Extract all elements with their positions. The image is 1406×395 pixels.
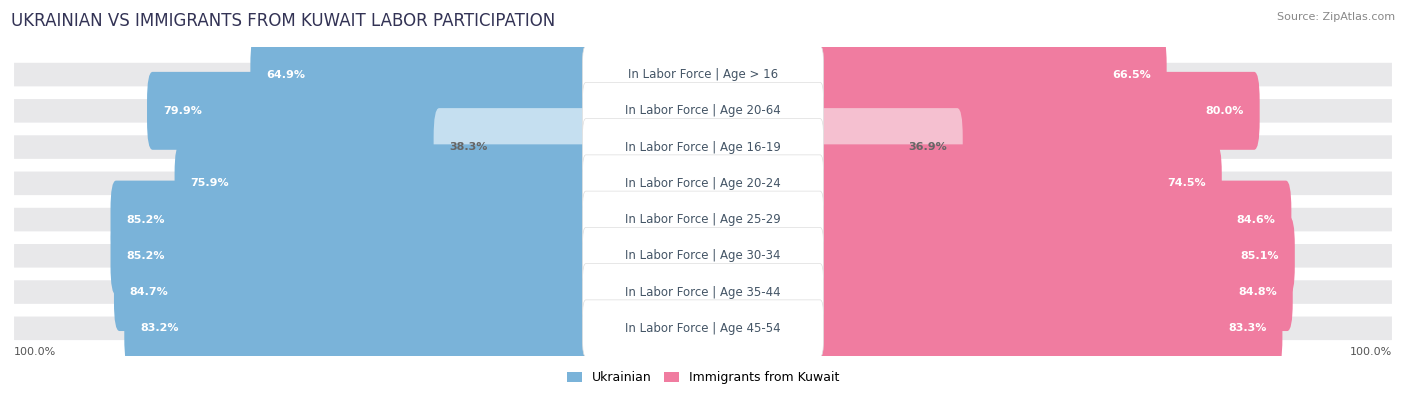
FancyBboxPatch shape (814, 144, 1222, 222)
Text: In Labor Force | Age 20-24: In Labor Force | Age 20-24 (626, 177, 780, 190)
Text: 83.3%: 83.3% (1229, 324, 1267, 333)
FancyBboxPatch shape (814, 217, 1295, 295)
Text: In Labor Force | Age 25-29: In Labor Force | Age 25-29 (626, 213, 780, 226)
FancyBboxPatch shape (14, 244, 1392, 267)
FancyBboxPatch shape (814, 290, 1282, 367)
Text: In Labor Force | Age 16-19: In Labor Force | Age 16-19 (626, 141, 780, 154)
Text: 83.2%: 83.2% (141, 324, 179, 333)
Legend: Ukrainian, Immigrants from Kuwait: Ukrainian, Immigrants from Kuwait (561, 366, 845, 389)
Text: 74.5%: 74.5% (1167, 178, 1206, 188)
FancyBboxPatch shape (582, 191, 824, 248)
Text: 85.2%: 85.2% (127, 214, 165, 225)
FancyBboxPatch shape (250, 36, 592, 113)
Text: 85.1%: 85.1% (1240, 251, 1279, 261)
Text: 85.2%: 85.2% (127, 251, 165, 261)
FancyBboxPatch shape (582, 228, 824, 284)
Text: 100.0%: 100.0% (1350, 347, 1392, 357)
Text: In Labor Force | Age 20-64: In Labor Force | Age 20-64 (626, 104, 780, 117)
FancyBboxPatch shape (582, 83, 824, 139)
Text: In Labor Force | Age 30-34: In Labor Force | Age 30-34 (626, 249, 780, 262)
Text: 75.9%: 75.9% (190, 178, 229, 188)
FancyBboxPatch shape (14, 316, 1392, 340)
FancyBboxPatch shape (582, 155, 824, 212)
FancyBboxPatch shape (582, 300, 824, 357)
Text: 100.0%: 100.0% (14, 347, 56, 357)
FancyBboxPatch shape (114, 253, 592, 331)
Text: 38.3%: 38.3% (450, 142, 488, 152)
Text: Source: ZipAtlas.com: Source: ZipAtlas.com (1277, 12, 1395, 22)
FancyBboxPatch shape (14, 135, 1392, 159)
FancyBboxPatch shape (124, 290, 592, 367)
Text: 80.0%: 80.0% (1205, 106, 1244, 116)
Text: In Labor Force | Age > 16: In Labor Force | Age > 16 (628, 68, 778, 81)
FancyBboxPatch shape (14, 208, 1392, 231)
FancyBboxPatch shape (582, 46, 824, 103)
Text: 66.5%: 66.5% (1112, 70, 1152, 79)
Text: 79.9%: 79.9% (163, 106, 201, 116)
Text: In Labor Force | Age 35-44: In Labor Force | Age 35-44 (626, 286, 780, 299)
FancyBboxPatch shape (433, 108, 592, 186)
Text: In Labor Force | Age 45-54: In Labor Force | Age 45-54 (626, 322, 780, 335)
Text: 84.8%: 84.8% (1239, 287, 1277, 297)
Text: 36.9%: 36.9% (908, 142, 946, 152)
FancyBboxPatch shape (814, 253, 1292, 331)
FancyBboxPatch shape (814, 181, 1291, 259)
FancyBboxPatch shape (111, 181, 592, 259)
Text: 84.7%: 84.7% (129, 287, 169, 297)
Text: UKRAINIAN VS IMMIGRANTS FROM KUWAIT LABOR PARTICIPATION: UKRAINIAN VS IMMIGRANTS FROM KUWAIT LABO… (11, 12, 555, 30)
FancyBboxPatch shape (814, 108, 963, 186)
FancyBboxPatch shape (111, 217, 592, 295)
FancyBboxPatch shape (14, 171, 1392, 195)
FancyBboxPatch shape (582, 263, 824, 320)
Text: 64.9%: 64.9% (266, 70, 305, 79)
FancyBboxPatch shape (814, 36, 1167, 113)
FancyBboxPatch shape (14, 63, 1392, 87)
FancyBboxPatch shape (14, 99, 1392, 122)
FancyBboxPatch shape (582, 118, 824, 175)
FancyBboxPatch shape (148, 72, 592, 150)
Text: 84.6%: 84.6% (1237, 214, 1275, 225)
FancyBboxPatch shape (814, 72, 1260, 150)
FancyBboxPatch shape (14, 280, 1392, 304)
FancyBboxPatch shape (174, 144, 592, 222)
